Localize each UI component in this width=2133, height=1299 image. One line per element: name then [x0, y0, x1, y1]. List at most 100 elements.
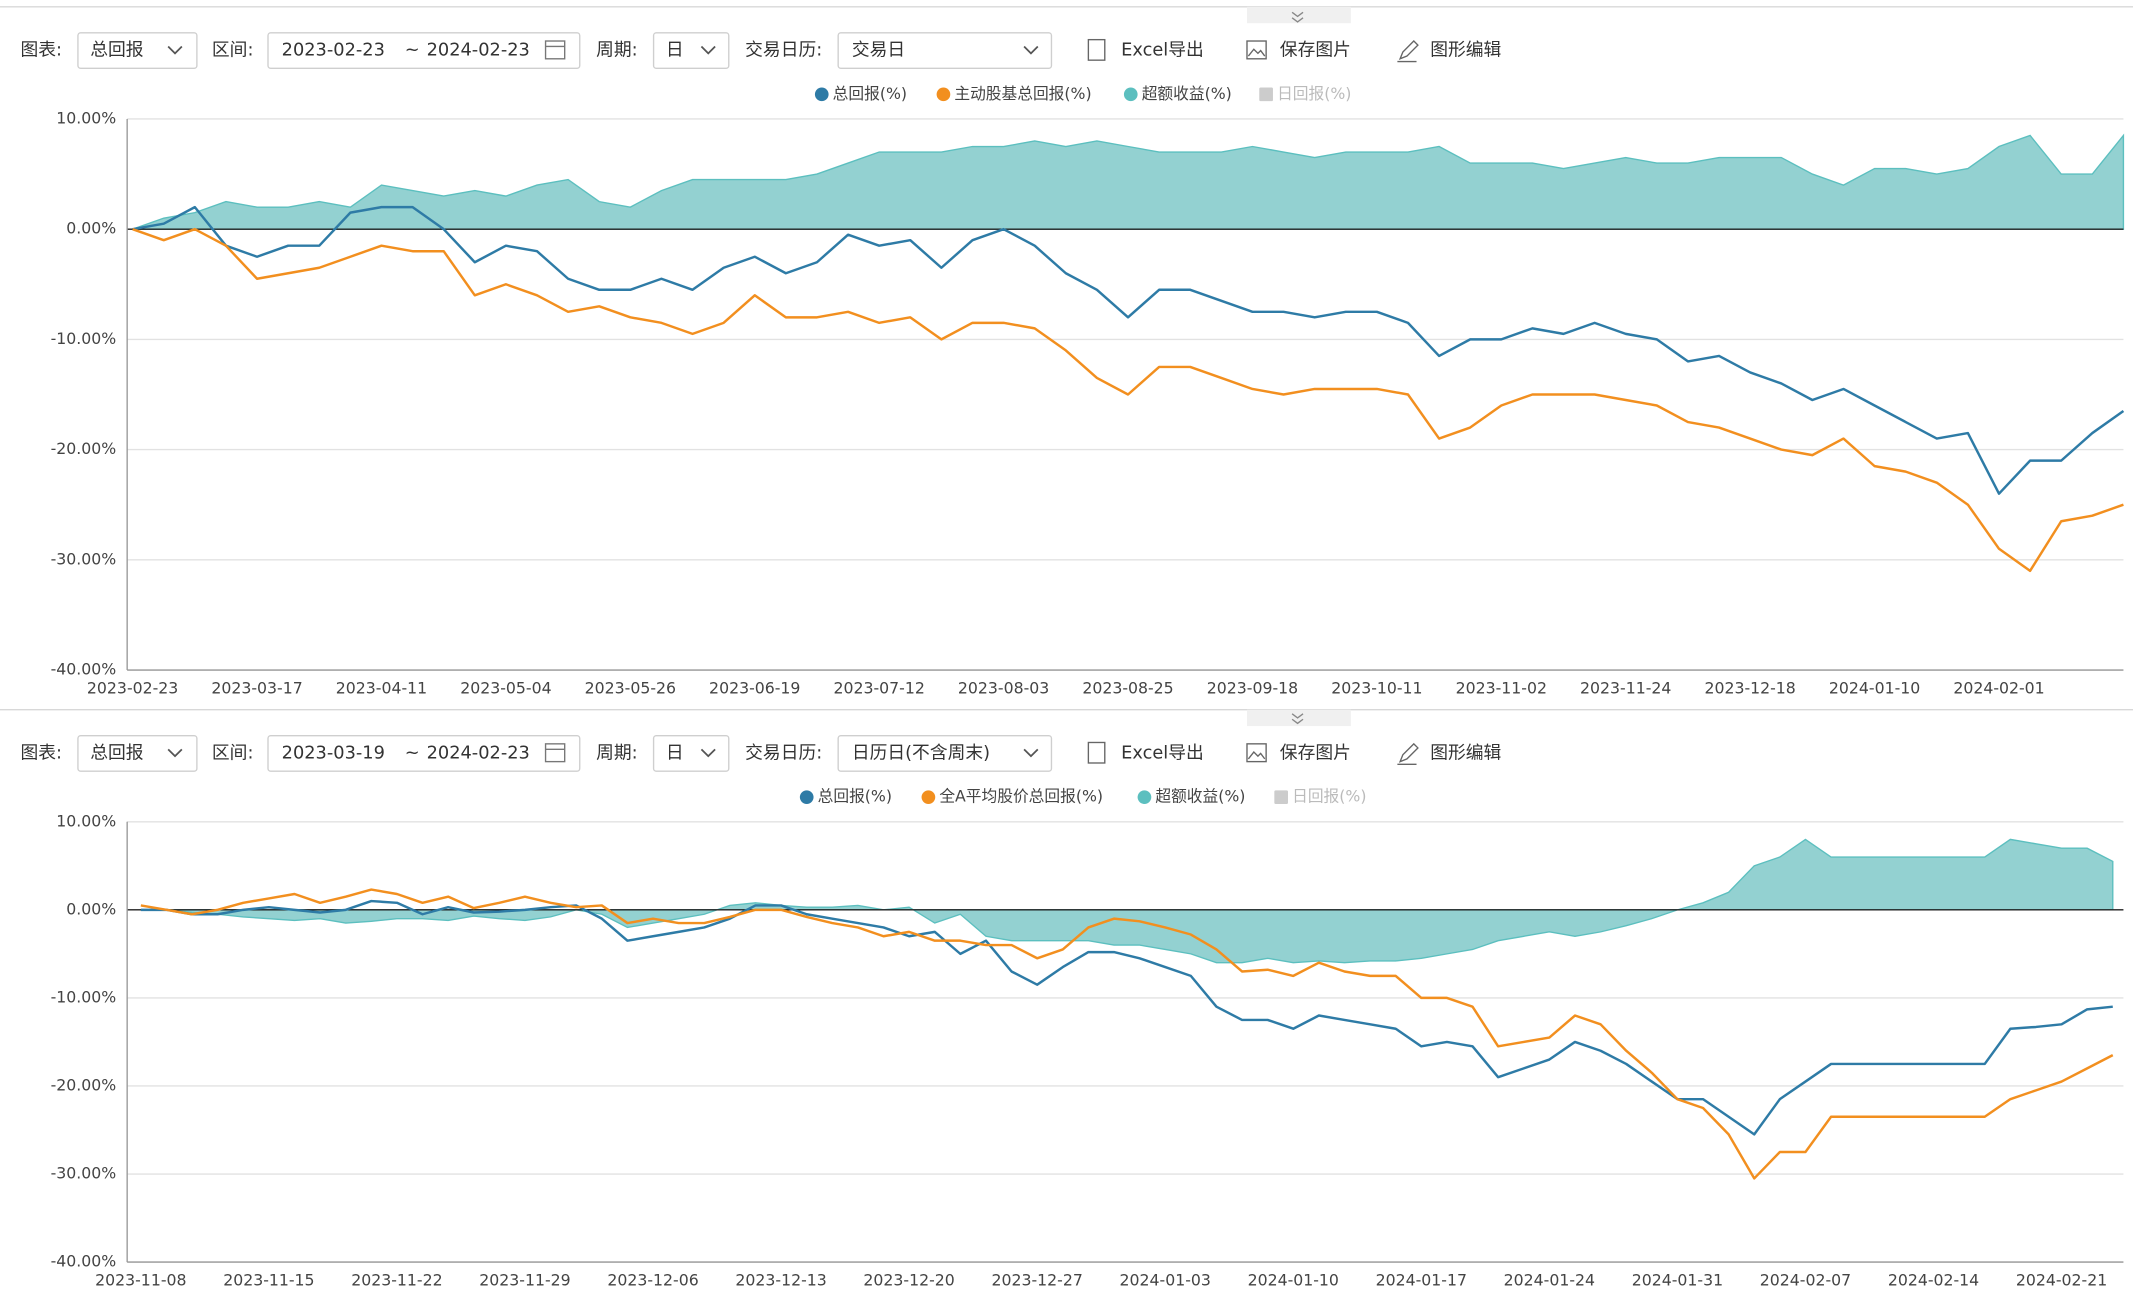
x-tick-label: 2024-01-17 — [1376, 1271, 1467, 1290]
date-range[interactable] — [267, 32, 581, 70]
x-tick-label: 2023-12-18 — [1704, 679, 1795, 698]
chevron — [700, 45, 716, 55]
toolbar-text: 交易日历: — [745, 40, 822, 61]
legend-marker[interactable] — [1123, 87, 1138, 102]
period-select[interactable] — [652, 734, 730, 772]
toolbar-text[interactable]: ~ — [405, 41, 420, 61]
toolbar-text: 周期: — [596, 742, 638, 763]
toolbar-text: 图表: — [21, 742, 63, 763]
toolbar-text[interactable]: Excel导出 — [1121, 40, 1204, 61]
x-tick-label: 2023-10-11 — [1331, 679, 1422, 698]
y-tick-label: 10.00% — [56, 811, 116, 830]
legend-label[interactable]: 超额收益(%) — [1142, 84, 1232, 103]
legend-marker[interactable] — [799, 790, 814, 805]
x-tick-label: 2023-12-20 — [863, 1271, 954, 1290]
x-tick-label: 2023-09-18 — [1207, 679, 1298, 698]
chart-select[interactable] — [77, 32, 198, 70]
y-tick-label: -40.00% — [51, 660, 117, 679]
toolbar-text[interactable]: 2023-03-19 — [282, 743, 385, 763]
x-tick-label: 2023-07-12 — [834, 679, 925, 698]
x-tick-label: 2023-11-24 — [1580, 679, 1671, 698]
legend-marker[interactable] — [936, 87, 951, 102]
chevron — [1023, 748, 1039, 758]
period-select[interactable] — [652, 32, 730, 70]
legend-marker-disabled[interactable] — [1259, 87, 1273, 102]
toolbar-text[interactable]: 2023-02-23 — [282, 41, 385, 61]
x-tick-label: 2023-11-22 — [351, 1271, 442, 1290]
line-series — [140, 888, 2114, 1180]
toolbar-text[interactable]: 日 — [666, 743, 684, 763]
y-tick-label: 0.00% — [66, 219, 116, 238]
y-tick-label: -10.00% — [51, 329, 117, 348]
y-tick-label: 10.00% — [56, 108, 116, 127]
y-tick-label: -40.00% — [51, 1252, 117, 1271]
calendar-select[interactable] — [837, 32, 1053, 70]
x-tick-label: 2023-11-15 — [223, 1271, 314, 1290]
toolbar-text: 区间: — [212, 40, 254, 61]
toolbar-text: 图表: — [21, 40, 63, 61]
image-icon[interactable] — [1246, 743, 1267, 763]
chart-select[interactable] — [77, 734, 198, 772]
y-tick-label: -20.00% — [51, 439, 117, 458]
toolbar-text[interactable]: Excel导出 — [1121, 742, 1204, 763]
legend-label-disabled[interactable]: 日回报(%) — [1292, 787, 1366, 806]
x-tick-label: 2024-02-21 — [2016, 1271, 2107, 1290]
date-range[interactable] — [267, 734, 581, 772]
x-tick-label: 2024-01-24 — [1504, 1271, 1595, 1290]
area-series — [140, 838, 2114, 964]
calendar-icon — [544, 743, 566, 763]
legend-label[interactable]: 超额收益(%) — [1155, 787, 1245, 806]
line-series — [132, 227, 2124, 573]
toolbar-text[interactable]: 总回报 — [90, 40, 144, 61]
image-icon[interactable] — [1246, 40, 1267, 60]
y-tick-label: -20.00% — [51, 1075, 117, 1094]
x-tick-label: 2023-11-29 — [479, 1271, 570, 1290]
toolbar-text[interactable]: 图形编辑 — [1430, 40, 1501, 61]
legend-marker[interactable] — [1137, 790, 1152, 805]
chevron — [167, 45, 183, 55]
x-tick-label: 2024-01-10 — [1248, 1271, 1339, 1290]
chevron — [1023, 45, 1039, 55]
toolbar-text[interactable]: 保存图片 — [1280, 40, 1351, 61]
toolbar-text[interactable]: 交易日 — [852, 40, 905, 61]
image-icon — [1247, 751, 1266, 760]
x-tick-label: 2024-01-03 — [1120, 1271, 1211, 1290]
x-tick-label: 2023-05-04 — [460, 679, 551, 698]
legend-label[interactable]: 主动股基总回报(%) — [954, 84, 1091, 103]
toolbar-text[interactable]: 日 — [666, 41, 684, 61]
legend-marker[interactable] — [921, 790, 936, 805]
toolbar-text[interactable]: 图形编辑 — [1430, 742, 1501, 763]
toolbar-text[interactable]: ~ — [405, 743, 420, 763]
excel-icon[interactable] — [1087, 741, 1106, 764]
edit-icon[interactable] — [1397, 742, 1419, 766]
toolbar-text[interactable]: 日历日(不含周末) — [852, 742, 990, 763]
chevron — [700, 748, 716, 758]
legend-marker[interactable] — [814, 87, 829, 102]
x-tick-label: 2023-03-17 — [211, 679, 302, 698]
legend-marker-disabled[interactable] — [1274, 790, 1289, 805]
edit-icon[interactable] — [1397, 40, 1419, 63]
calendar-icon — [544, 40, 566, 60]
toolbar-text[interactable]: 2024-02-23 — [427, 743, 530, 763]
x-tick-label: 2024-02-07 — [1760, 1271, 1851, 1290]
line-series — [140, 899, 2113, 1136]
x-tick-label: 2023-04-11 — [336, 679, 427, 698]
calendar-select[interactable] — [837, 734, 1053, 772]
x-tick-label: 2023-05-26 — [585, 679, 676, 698]
legend-label[interactable]: 总回报(%) — [818, 787, 892, 806]
chevron — [167, 748, 183, 758]
x-tick-label: 2023-12-27 — [991, 1271, 1082, 1290]
x-tick-label: 2023-08-25 — [1082, 679, 1173, 698]
toolbar-text[interactable]: 总回报 — [90, 742, 144, 763]
toolbar-text[interactable]: 保存图片 — [1280, 742, 1351, 763]
toolbar-text[interactable]: 2024-02-23 — [427, 41, 530, 61]
excel-icon[interactable] — [1087, 38, 1106, 61]
x-tick-label: 2024-02-14 — [1888, 1271, 1979, 1290]
x-tick-label: 2024-01-10 — [1829, 679, 1920, 698]
legend-label[interactable]: 全A平均股价总回报(%) — [939, 787, 1103, 806]
legend-label[interactable]: 总回报(%) — [833, 84, 907, 103]
legend-label-disabled[interactable]: 日回报(%) — [1277, 84, 1351, 103]
image-icon — [1247, 48, 1266, 57]
